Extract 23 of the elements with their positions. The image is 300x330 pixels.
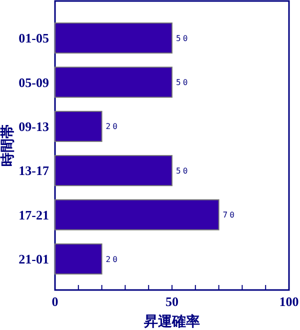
- data-label: 20: [106, 254, 120, 264]
- x-axis-title: 昇運確率: [143, 313, 200, 330]
- bar: [54, 110, 102, 142]
- x-tick-label: 50: [166, 294, 178, 309]
- y-axis-title: 時間帯: [0, 124, 16, 166]
- bar: [54, 155, 172, 186]
- x-tick-label: 0: [52, 294, 58, 309]
- data-label: 20: [106, 122, 120, 132]
- bar: [54, 243, 102, 274]
- data-label: 50: [176, 34, 190, 43]
- y-tick-label: 17-21: [18, 207, 49, 222]
- bar: [54, 22, 172, 54]
- y-tick-label: 21-01: [18, 252, 49, 267]
- y-tick-label: 09-13: [18, 118, 50, 134]
- y-tick-label: 05-09: [18, 74, 50, 90]
- bar: [54, 66, 172, 98]
- data-label: 70: [222, 210, 236, 220]
- bar: [54, 199, 220, 230]
- data-label: 50: [176, 78, 190, 88]
- data-label: 50: [176, 166, 190, 176]
- x-tick-label: 100: [279, 294, 299, 309]
- y-tick-label: 01-05: [18, 30, 50, 46]
- y-tick-label: 13-17: [18, 163, 50, 178]
